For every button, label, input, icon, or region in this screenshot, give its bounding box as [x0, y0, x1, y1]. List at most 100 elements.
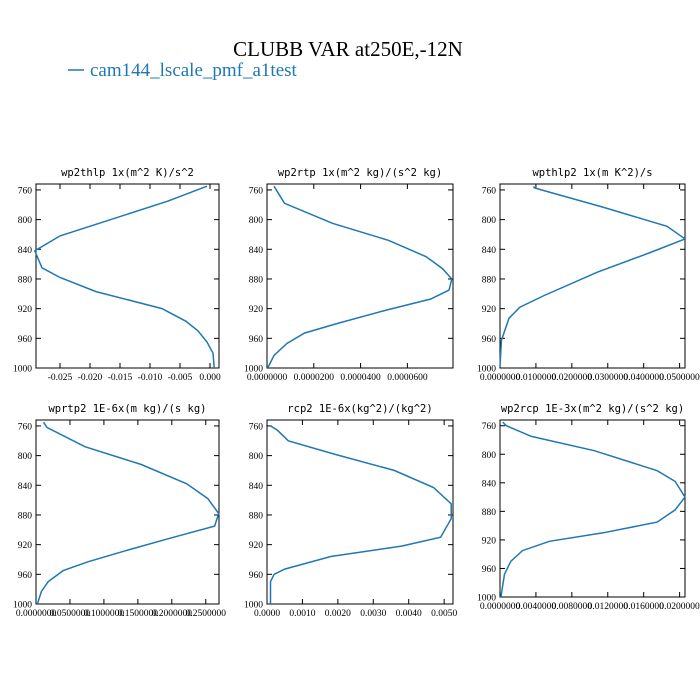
x-tick-label: 0.0050: [431, 609, 457, 619]
x-tick-label: 0.0160000: [624, 602, 665, 612]
x-tick-label: -0.005: [168, 373, 193, 383]
panel-5: rcp2 1E-6x(kg^2)/(kg^2) 760 800 840 880 920 96…: [244, 403, 457, 619]
x-tick-label: 0.0040000: [516, 602, 557, 612]
y-tick-label: 1000: [13, 601, 32, 611]
y-tick-label: 920: [249, 305, 264, 315]
plot-frame: [35, 419, 220, 605]
y-tick-label: 880: [249, 511, 264, 521]
x-tick-label: 0.0000600: [387, 373, 428, 383]
plot-frame: [266, 419, 454, 605]
y-tick-label: 920: [18, 541, 33, 551]
y-tick-label: 760: [18, 422, 33, 432]
x-tick-label: 0.0500000: [50, 609, 91, 619]
plot-frame: [35, 183, 220, 369]
y-tick-label: 800: [249, 216, 264, 226]
y-tick-label: 960: [18, 571, 33, 581]
y-tick-label: 760: [249, 422, 264, 432]
y-tick-label: 1000: [244, 601, 263, 611]
y-tick-label: 760: [249, 186, 264, 196]
x-tick-label: -0.025: [48, 373, 73, 383]
y-tick-label: 1000: [477, 594, 496, 604]
y-tick-label: 880: [18, 511, 33, 521]
panel-title: wpthlp2 1x(m K^2)/s: [532, 167, 652, 179]
x-tick-label: 0.1500000: [118, 609, 159, 619]
y-tick-label: 880: [249, 275, 264, 285]
panel-4: wprtp2 1E-6x(m kg)/(s kg) 760 800 840 880 920…: [13, 403, 226, 619]
x-tick-label: -0.020: [78, 373, 103, 383]
y-tick-label: 760: [482, 186, 497, 196]
x-tick-label: -0.010: [138, 373, 163, 383]
y-tick-label: 960: [249, 335, 264, 345]
y-tick-label: 840: [249, 482, 264, 492]
y-tick-label: 880: [482, 508, 497, 518]
x-tick-label: 0.0200000: [659, 602, 700, 612]
y-tick-label: 920: [482, 305, 497, 315]
x-tick-label: 0.1000000: [84, 609, 125, 619]
panels: wp2thlp 1x(m^2 K)/s^2 760 800 840 880 920 960 1…: [13, 167, 700, 619]
y-tick-label: 800: [249, 452, 264, 462]
x-tick-label: 0.0500000: [659, 373, 700, 383]
series-line: [500, 421, 686, 598]
plot-frame: [499, 419, 686, 598]
series-line: [267, 185, 453, 369]
x-tick-label: 0.0000400: [340, 373, 381, 383]
x-tick-label: 0.0010: [289, 609, 315, 619]
y-tick-label: 840: [249, 246, 264, 256]
x-tick-label: 0.2500000: [186, 609, 227, 619]
y-tick-label: 800: [18, 452, 33, 462]
y-tick-label: 800: [482, 451, 497, 461]
y-tick-label: 760: [482, 422, 497, 432]
y-tick-label: 920: [249, 541, 264, 551]
panel-3: wpthlp2 1x(m K^2)/s 760 800 840 880 920 960 100…: [477, 167, 700, 383]
x-tick-label: 0.0030: [360, 609, 386, 619]
y-tick-label: 1000: [244, 365, 263, 375]
y-tick-label: 800: [18, 216, 33, 226]
x-tick-label: 0.0020: [325, 609, 351, 619]
x-tick-label: 0.0120000: [588, 602, 629, 612]
x-tick-label: -0.015: [108, 373, 133, 383]
x-tick-label: 0.2000000: [152, 609, 193, 619]
panel-title: wp2rtp 1x(m^2 kg)/(s^2 kg): [278, 167, 442, 179]
panel-title: wprtp2 1E-6x(m kg)/(s kg): [48, 403, 206, 415]
panel-title: wp2rcp 1E-3x(m^2 kg)/(s^2 kg): [501, 403, 684, 415]
plot-frame: [499, 183, 686, 369]
y-tick-label: 1000: [13, 365, 32, 375]
x-tick-label: 0.0100000: [516, 373, 557, 383]
x-tick-label: 0.0000000: [16, 609, 57, 619]
figure-title: CLUBB VAR at250E,-12N: [233, 37, 463, 61]
x-tick-label: 0.0040: [396, 609, 422, 619]
panel-1: wp2thlp 1x(m^2 K)/s^2 760 800 840 880 920 960 1…: [13, 167, 221, 383]
y-tick-label: 840: [18, 246, 33, 256]
panel-6: wp2rcp 1E-3x(m^2 kg)/(s^2 kg) 760 800 840 88…: [477, 403, 700, 612]
x-tick-label: 0.0000000: [247, 373, 288, 383]
x-tick-label: 0.0000000: [480, 602, 521, 612]
x-tick-label: 0.0300000: [588, 373, 629, 383]
x-tick-label: 0.000: [199, 373, 221, 383]
panel-title: wp2thlp 1x(m^2 K)/s^2: [61, 167, 194, 179]
series-line: [36, 421, 220, 605]
x-tick-label: 0.0000: [254, 609, 280, 619]
legend-label: cam144_lscale_pmf_a1test: [90, 60, 298, 81]
y-tick-label: 960: [482, 335, 497, 345]
y-tick-label: 1000: [477, 365, 496, 375]
y-tick-label: 960: [18, 335, 33, 345]
panel-2: wp2rtp 1x(m^2 kg)/(s^2 kg) 760 800 840 880 92…: [244, 167, 454, 383]
y-tick-label: 960: [482, 565, 497, 575]
series-line: [33, 185, 215, 369]
y-tick-label: 920: [18, 305, 33, 315]
y-tick-label: 920: [482, 536, 497, 546]
x-tick-label: 0.0000000: [480, 373, 521, 383]
y-tick-label: 960: [249, 571, 264, 581]
y-tick-label: 840: [482, 479, 497, 489]
x-tick-label: 0.0000200: [294, 373, 335, 383]
y-tick-label: 880: [482, 275, 497, 285]
y-tick-label: 800: [482, 216, 497, 226]
plot-frame: [266, 183, 454, 369]
series-line: [499, 186, 687, 367]
y-tick-label: 840: [18, 482, 33, 492]
x-tick-label: 0.0200000: [552, 373, 593, 383]
y-tick-label: 840: [482, 246, 497, 256]
x-tick-label: 0.0080000: [552, 602, 593, 612]
y-tick-label: 880: [18, 275, 33, 285]
